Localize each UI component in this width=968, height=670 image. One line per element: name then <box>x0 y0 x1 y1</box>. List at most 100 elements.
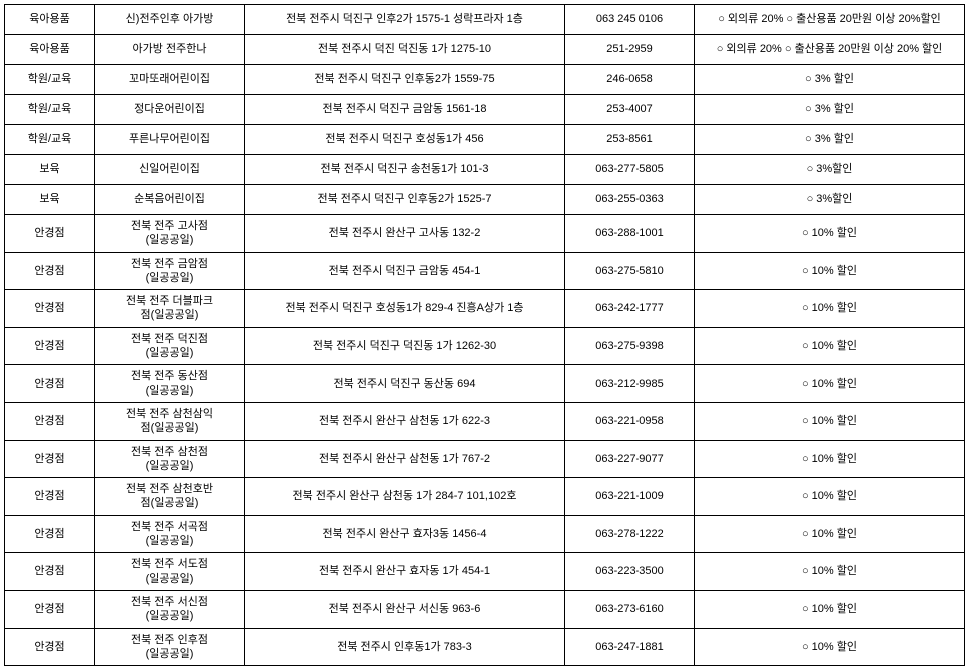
cell-name: 전북 전주 금암점(일공공일) <box>95 252 245 290</box>
cell-phone: 253-8561 <box>565 125 695 155</box>
cell-category: 학원/교육 <box>5 65 95 95</box>
cell-address: 전북 전주시 인후동1가 783-3 <box>245 628 565 666</box>
cell-discount: ○ 10% 할인 <box>695 327 965 365</box>
cell-name: 전북 전주 고사점(일공공일) <box>95 215 245 253</box>
table-row: 안경점전북 전주 동산점(일공공일)전북 전주시 덕진구 동산동 694063-… <box>5 365 965 403</box>
cell-phone: 063-288-1001 <box>565 215 695 253</box>
cell-discount: ○ 10% 할인 <box>695 553 965 591</box>
table-row: 안경점전북 전주 인후점(일공공일)전북 전주시 인후동1가 783-3063-… <box>5 628 965 666</box>
cell-phone: 063-221-0958 <box>565 402 695 440</box>
table-row: 안경점전북 전주 금암점(일공공일)전북 전주시 덕진구 금암동 454-106… <box>5 252 965 290</box>
cell-category: 안경점 <box>5 478 95 516</box>
table-row: 보육순복음어린이집전북 전주시 덕진구 인후동2가 1525-7063-255-… <box>5 185 965 215</box>
cell-name: 전북 전주 동산점(일공공일) <box>95 365 245 403</box>
cell-name: 신)전주인후 아가방 <box>95 5 245 35</box>
cell-discount: ○ 외의류 20% ○ 출산용품 20만원 이상 20% 할인 <box>695 35 965 65</box>
table-row: 안경점전북 전주 서신점(일공공일)전북 전주시 완산구 서신동 963-606… <box>5 590 965 628</box>
cell-category: 육아용품 <box>5 5 95 35</box>
cell-name: 신일어린이집 <box>95 155 245 185</box>
cell-discount: ○ 10% 할인 <box>695 215 965 253</box>
cell-address: 전북 전주시 덕진구 인후동2가 1525-7 <box>245 185 565 215</box>
table-row: 보육신일어린이집전북 전주시 덕진구 송천동1가 101-3063-277-58… <box>5 155 965 185</box>
table-row: 안경점전북 전주 더블파크점(일공공일)전북 전주시 덕진구 호성동1가 829… <box>5 290 965 328</box>
table-row: 학원/교육푸른나무어린이집전북 전주시 덕진구 호성동1가 456253-856… <box>5 125 965 155</box>
cell-phone: 063-275-9398 <box>565 327 695 365</box>
cell-discount: ○ 10% 할인 <box>695 628 965 666</box>
cell-category: 안경점 <box>5 252 95 290</box>
cell-discount: ○ 외의류 20% ○ 출산용품 20만원 이상 20%할인 <box>695 5 965 35</box>
table-row: 안경점전북 전주 서곡점(일공공일)전북 전주시 완산구 효자3동 1456-4… <box>5 515 965 553</box>
cell-address: 전북 전주시 덕진구 호성동1가 829-4 진흥A상가 1층 <box>245 290 565 328</box>
cell-address: 전북 전주시 완산구 고사동 132-2 <box>245 215 565 253</box>
table-row: 안경점전북 전주 서도점(일공공일)전북 전주시 완산구 효자동 1가 454-… <box>5 553 965 591</box>
cell-category: 안경점 <box>5 290 95 328</box>
cell-name: 전북 전주 삼천호반점(일공공일) <box>95 478 245 516</box>
cell-category: 안경점 <box>5 402 95 440</box>
cell-name: 전북 전주 삼천삼익점(일공공일) <box>95 402 245 440</box>
table-row: 안경점전북 전주 삼천점(일공공일)전북 전주시 완산구 삼천동 1가 767-… <box>5 440 965 478</box>
cell-phone: 063-212-9985 <box>565 365 695 403</box>
cell-phone: 063-277-5805 <box>565 155 695 185</box>
cell-phone: 246-0658 <box>565 65 695 95</box>
cell-category: 보육 <box>5 155 95 185</box>
cell-address: 전북 전주시 완산구 서신동 963-6 <box>245 590 565 628</box>
table-body: 육아용품신)전주인후 아가방전북 전주시 덕진구 인후2가 1575-1 성락프… <box>5 5 965 666</box>
table-row: 육아용품신)전주인후 아가방전북 전주시 덕진구 인후2가 1575-1 성락프… <box>5 5 965 35</box>
discount-table: 육아용품신)전주인후 아가방전북 전주시 덕진구 인후2가 1575-1 성락프… <box>4 4 965 666</box>
cell-discount: ○ 10% 할인 <box>695 402 965 440</box>
cell-address: 전북 전주시 완산구 삼천동 1가 284-7 101,102호 <box>245 478 565 516</box>
cell-address: 전북 전주시 덕진구 금암동 1561-18 <box>245 95 565 125</box>
cell-discount: ○ 10% 할인 <box>695 440 965 478</box>
cell-name: 전북 전주 서신점(일공공일) <box>95 590 245 628</box>
table-row: 안경점전북 전주 삼천삼익점(일공공일)전북 전주시 완산구 삼천동 1가 62… <box>5 402 965 440</box>
cell-name: 전북 전주 더블파크점(일공공일) <box>95 290 245 328</box>
table-row: 학원/교육정다운어린이집전북 전주시 덕진구 금암동 1561-18253-40… <box>5 95 965 125</box>
cell-name: 아가방 전주한나 <box>95 35 245 65</box>
cell-phone: 063-255-0363 <box>565 185 695 215</box>
cell-category: 보육 <box>5 185 95 215</box>
cell-phone: 063-273-6160 <box>565 590 695 628</box>
cell-name: 전북 전주 삼천점(일공공일) <box>95 440 245 478</box>
cell-name: 전북 전주 덕진점(일공공일) <box>95 327 245 365</box>
cell-name: 정다운어린이집 <box>95 95 245 125</box>
cell-discount: ○ 10% 할인 <box>695 478 965 516</box>
cell-discount: ○ 3% 할인 <box>695 125 965 155</box>
table-row: 학원/교육꼬마또래어린이집전북 전주시 덕진구 인후동2가 1559-75246… <box>5 65 965 95</box>
table-row: 육아용품아가방 전주한나전북 전주시 덕진 덕진동 1가 1275-10251-… <box>5 35 965 65</box>
cell-category: 학원/교육 <box>5 95 95 125</box>
cell-discount: ○ 10% 할인 <box>695 590 965 628</box>
cell-discount: ○ 3% 할인 <box>695 65 965 95</box>
cell-address: 전북 전주시 덕진구 송천동1가 101-3 <box>245 155 565 185</box>
cell-category: 안경점 <box>5 440 95 478</box>
cell-discount: ○ 10% 할인 <box>695 290 965 328</box>
table-row: 안경점전북 전주 삼천호반점(일공공일)전북 전주시 완산구 삼천동 1가 28… <box>5 478 965 516</box>
cell-phone: 063-223-3500 <box>565 553 695 591</box>
cell-address: 전북 전주시 덕진구 호성동1가 456 <box>245 125 565 155</box>
cell-name: 전북 전주 인후점(일공공일) <box>95 628 245 666</box>
cell-category: 안경점 <box>5 327 95 365</box>
cell-phone: 063-278-1222 <box>565 515 695 553</box>
cell-phone: 063-242-1777 <box>565 290 695 328</box>
cell-address: 전북 전주시 완산구 효자동 1가 454-1 <box>245 553 565 591</box>
cell-address: 전북 전주시 완산구 효자3동 1456-4 <box>245 515 565 553</box>
cell-phone: 063 245 0106 <box>565 5 695 35</box>
cell-category: 안경점 <box>5 365 95 403</box>
cell-address: 전북 전주시 덕진구 인후2가 1575-1 성락프라자 1층 <box>245 5 565 35</box>
cell-category: 안경점 <box>5 590 95 628</box>
cell-address: 전북 전주시 덕진구 덕진동 1가 1262-30 <box>245 327 565 365</box>
cell-phone: 063-275-5810 <box>565 252 695 290</box>
cell-address: 전북 전주시 덕진구 동산동 694 <box>245 365 565 403</box>
cell-address: 전북 전주시 덕진구 금암동 454-1 <box>245 252 565 290</box>
cell-category: 학원/교육 <box>5 125 95 155</box>
table-row: 안경점전북 전주 덕진점(일공공일)전북 전주시 덕진구 덕진동 1가 1262… <box>5 327 965 365</box>
cell-address: 전북 전주시 완산구 삼천동 1가 767-2 <box>245 440 565 478</box>
cell-discount: ○ 3%할인 <box>695 185 965 215</box>
cell-phone: 063-221-1009 <box>565 478 695 516</box>
cell-phone: 251-2959 <box>565 35 695 65</box>
cell-address: 전북 전주시 덕진구 인후동2가 1559-75 <box>245 65 565 95</box>
cell-phone: 253-4007 <box>565 95 695 125</box>
cell-name: 꼬마또래어린이집 <box>95 65 245 95</box>
table-row: 안경점전북 전주 고사점(일공공일)전북 전주시 완산구 고사동 132-206… <box>5 215 965 253</box>
cell-address: 전북 전주시 완산구 삼천동 1가 622-3 <box>245 402 565 440</box>
cell-name: 순복음어린이집 <box>95 185 245 215</box>
